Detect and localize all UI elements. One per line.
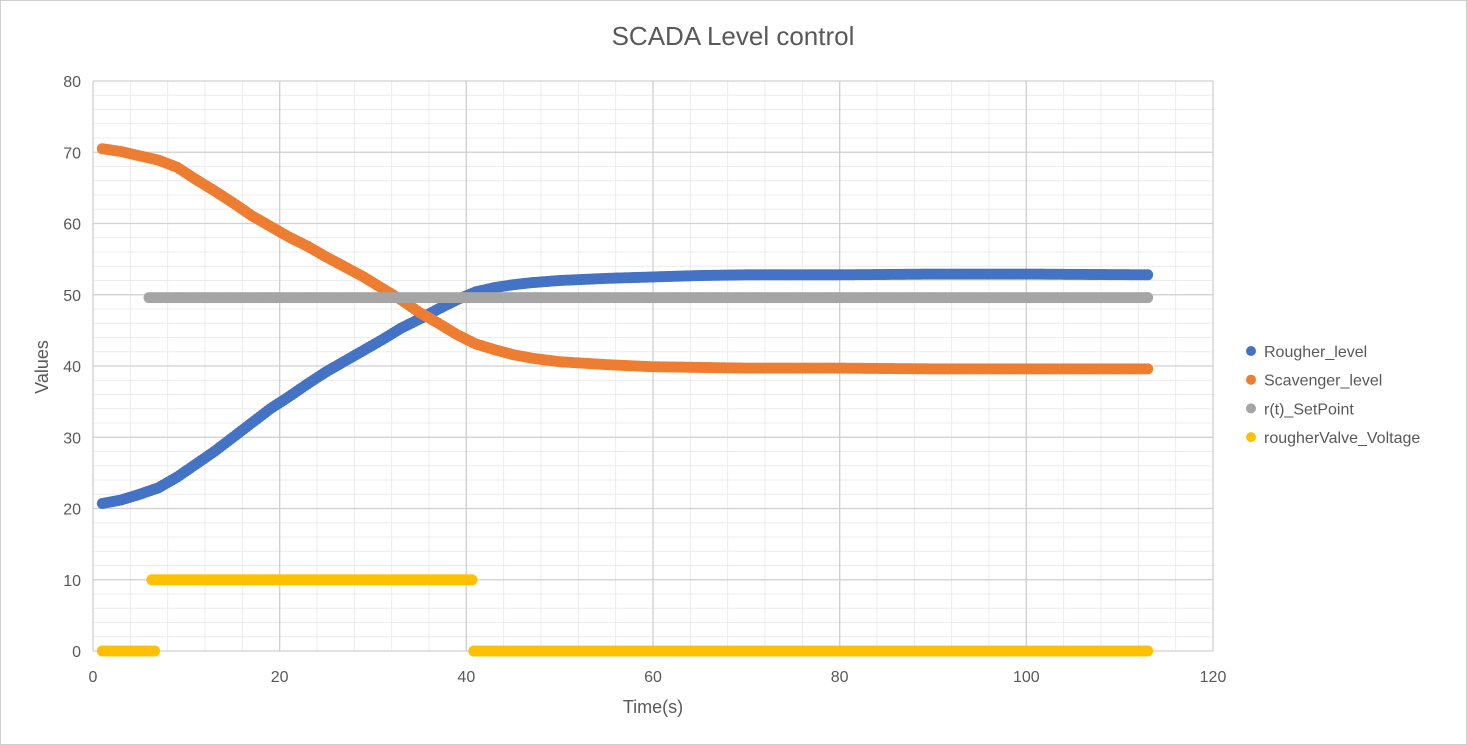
legend-label: r(t)_SetPoint [1264,401,1354,418]
axis-ticks: 0 20 40 60 80 100 120 0 10 20 30 40 50 60 70 80 [63,74,1226,686]
x-tick-label: 20 [271,669,289,686]
series-r-t-setpoint [143,292,1154,304]
legend-marker [1246,432,1256,443]
legend-label: Rougher_level [1264,344,1367,361]
y-tick-label: 60 [63,217,81,234]
x-tick-label: 40 [457,669,475,686]
legend-item-rougher-level: Rougher_level [1246,344,1367,361]
series-scavenger-level-point [1142,363,1154,375]
legend-marker [1246,374,1256,385]
legend-item-roughervalve-voltage: rougherValve_Voltage [1246,430,1420,447]
series-rougher-level [96,268,1154,510]
series-roughervalve-voltage-point [466,574,478,586]
x-tick-label: 100 [1013,669,1040,686]
series-r-t-setpoint-point [1142,292,1154,304]
y-tick-label: 30 [63,430,81,447]
legend-marker [1246,403,1256,414]
legend-marker [1246,346,1256,356]
series-roughervalve-voltage [96,574,1154,657]
series-roughervalve-voltage-point [1142,645,1154,657]
chart-title: SCADA Level control [612,21,855,51]
y-tick-label: 20 [63,502,81,519]
x-tick-label: 80 [831,669,849,686]
x-axis-title: Time(s) [623,697,683,717]
y-tick-label: 50 [63,288,81,305]
y-tick-label: 70 [63,145,81,162]
y-axis-title: Values [32,340,52,394]
legend-label: rougherValve_Voltage [1264,430,1420,447]
legend-item-scavenger-level: Scavenger_level [1246,373,1382,390]
legend-item-r-t-setpoint: r(t)_SetPoint [1246,401,1354,418]
series-scavenger-level [96,143,1154,375]
y-tick-label: 0 [72,644,81,661]
y-tick-label: 10 [63,573,81,590]
y-tick-label: 80 [63,74,81,91]
series-roughervalve-voltage-point [149,645,161,657]
y-tick-label: 40 [63,359,81,376]
x-tick-label: 0 [89,669,98,686]
legend: Rougher_level Scavenger_level r(t)_SetPoin… [1246,344,1420,447]
x-tick-label: 60 [644,669,662,686]
x-tick-label: 120 [1200,669,1227,686]
legend-label: Scavenger_level [1264,373,1382,390]
series-rougher-level-point [1142,269,1154,281]
plot-area [96,143,1154,657]
